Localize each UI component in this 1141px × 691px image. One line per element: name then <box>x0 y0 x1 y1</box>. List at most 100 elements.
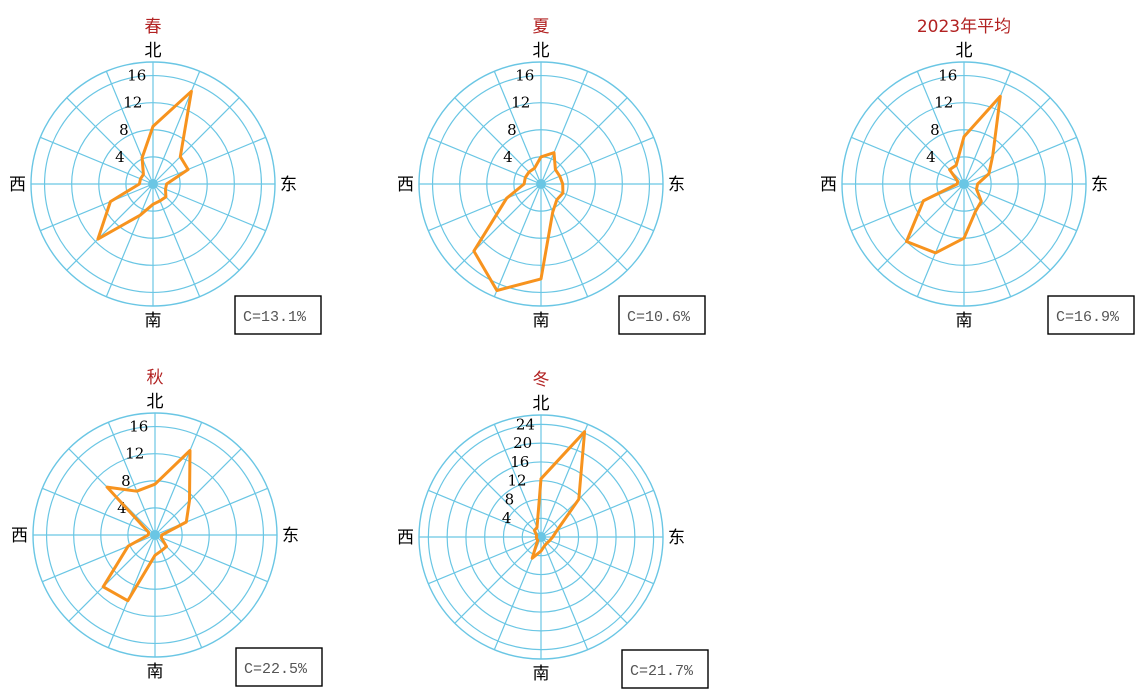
calm-percentage: C=16.9% <box>1056 309 1120 326</box>
grid-spoke <box>454 97 542 185</box>
direction-label-west: 西 <box>820 175 837 195</box>
grid-spoke <box>540 183 628 271</box>
wind-frequency-line <box>96 89 193 241</box>
direction-label-north: 北 <box>145 41 162 61</box>
grid-spoke <box>152 183 266 232</box>
grid-spoke <box>40 183 154 232</box>
calm-percentage: C=22.5% <box>244 661 308 678</box>
grid-spoke <box>963 183 1077 232</box>
radial-tick-label: 16 <box>129 418 148 436</box>
grid-spoke <box>877 183 965 271</box>
chart-title: 春 <box>145 17 162 37</box>
grid-spoke <box>493 183 542 297</box>
direction-label-south: 南 <box>147 662 164 682</box>
grid-spoke <box>540 97 628 185</box>
grid-spoke <box>963 71 1012 185</box>
calm-percentage: C=13.1% <box>243 309 307 326</box>
grid-spoke <box>152 183 201 297</box>
grid-spoke <box>540 424 589 538</box>
radial-tick-label: 4 <box>503 148 513 166</box>
wind-rose-2: 4 8 12 16 北南 东 西 夏 C=10.6% <box>397 17 706 335</box>
calm-percentage: C=21.7% <box>630 663 694 680</box>
grid-spoke <box>154 534 242 622</box>
direction-label-west: 西 <box>9 175 26 195</box>
grid-spoke <box>851 183 965 232</box>
grid-spoke <box>454 536 542 624</box>
radial-tick-label: 4 <box>926 148 936 166</box>
radial-tick-label: 24 <box>516 415 535 433</box>
grid-spoke <box>851 136 965 185</box>
radial-tick-label: 4 <box>115 148 125 166</box>
direction-label-west: 西 <box>11 526 28 546</box>
chart-title: 秋 <box>147 368 164 388</box>
calm-center <box>536 179 546 189</box>
radial-tick-label: 12 <box>511 94 530 112</box>
grid-spoke <box>540 536 654 585</box>
direction-label-north: 北 <box>147 392 164 412</box>
grid-spoke <box>154 422 203 536</box>
direction-label-north: 北 <box>533 394 550 414</box>
direction-label-south: 南 <box>533 664 550 684</box>
wind-frequency-line <box>530 430 587 560</box>
wind-frequency-line <box>101 449 192 603</box>
grid-spoke <box>540 183 654 232</box>
radial-tick-label: 8 <box>507 121 517 139</box>
direction-label-south: 南 <box>956 311 973 331</box>
radial-tick-label: 8 <box>119 121 129 139</box>
direction-label-south: 南 <box>145 311 162 331</box>
direction-label-west: 西 <box>397 528 414 548</box>
grid-spoke <box>963 97 1051 185</box>
grid-spoke <box>107 422 156 536</box>
grid-spoke <box>540 536 628 624</box>
grid-spoke <box>154 448 242 536</box>
wind-frequency-line <box>905 94 1002 255</box>
grid-spoke <box>105 71 154 185</box>
direction-label-east: 东 <box>668 528 685 548</box>
direction-label-east: 东 <box>282 526 299 546</box>
grid-spoke <box>493 424 542 538</box>
chart-title: 2023年平均 <box>917 17 1011 37</box>
grid-spoke <box>540 71 589 185</box>
wind-rose-4: 4 8 12 16 北南 东 西 秋 C=22.5% <box>11 368 323 687</box>
grid-spoke <box>428 489 542 538</box>
calm-center <box>148 179 158 189</box>
radial-tick-label: 4 <box>502 509 512 527</box>
grid-spoke <box>454 450 542 538</box>
calm-box <box>618 295 706 335</box>
calm-box <box>235 647 323 687</box>
grid-spoke <box>963 183 1051 271</box>
direction-label-east: 东 <box>1091 175 1108 195</box>
calm-box <box>1047 295 1135 335</box>
grid-spoke <box>154 534 268 583</box>
grid-spoke <box>66 97 154 185</box>
radial-tick-label: 16 <box>127 67 146 85</box>
direction-label-north: 北 <box>956 41 973 61</box>
calm-box <box>621 649 709 689</box>
grid-spoke <box>42 487 156 536</box>
radial-tick-label: 16 <box>510 453 529 471</box>
chart-title: 冬 <box>533 370 550 390</box>
radial-tick-label: 4 <box>117 499 127 517</box>
direction-label-south: 南 <box>533 311 550 331</box>
grid-spoke <box>152 183 240 271</box>
direction-label-north: 北 <box>533 41 550 61</box>
direction-label-east: 东 <box>668 175 685 195</box>
calm-box <box>234 295 322 335</box>
grid-spoke <box>540 536 589 650</box>
grid-spoke <box>963 183 1012 297</box>
wind-rose-3: 4 8 12 16 北南 东 西 2023年平均 C=16.9% <box>820 17 1135 335</box>
grid-spoke <box>428 136 542 185</box>
radial-tick-label: 8 <box>930 121 940 139</box>
direction-label-west: 西 <box>397 175 414 195</box>
grid-spoke <box>540 489 654 538</box>
grid-spoke <box>154 534 203 648</box>
wind-frequency-line <box>472 151 565 292</box>
grid-spoke <box>152 136 266 185</box>
grid-spoke <box>916 183 965 297</box>
grid-spoke <box>428 536 542 585</box>
grid-spoke <box>105 183 154 297</box>
grid-spoke <box>68 534 156 622</box>
grid-spoke <box>540 183 589 297</box>
